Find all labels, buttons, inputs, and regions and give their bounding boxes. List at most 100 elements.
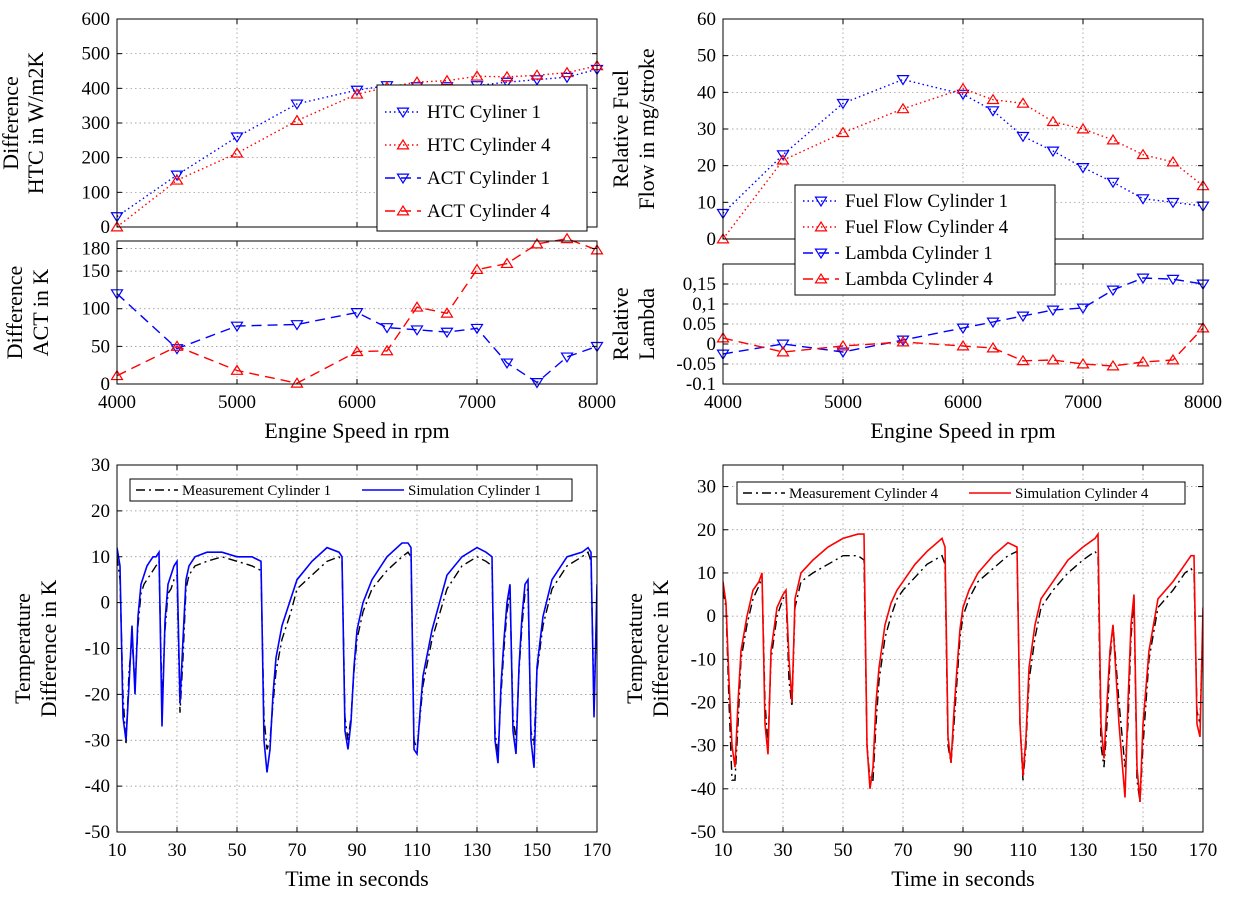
legend-label: Measurement Cylinder 4 xyxy=(789,486,939,502)
y-tick-label: 20 xyxy=(91,501,110,522)
y-tick-label: 150 xyxy=(82,261,111,282)
data-point xyxy=(530,69,544,80)
x-tick-label: 8000 xyxy=(1184,392,1222,413)
y-tick-label: 0.05 xyxy=(683,314,716,335)
y-axis-label: Temperature xyxy=(622,593,647,704)
y-axis-label: Difference in K xyxy=(648,580,673,718)
data-point xyxy=(350,345,364,357)
y-tick-label: -20 xyxy=(691,692,716,713)
data-point xyxy=(470,323,484,335)
y-tick-label: 300 xyxy=(82,113,111,134)
data-point xyxy=(776,345,790,357)
x-tick-label: 150 xyxy=(1129,840,1158,861)
data-point xyxy=(1016,97,1030,108)
data-point xyxy=(896,335,910,347)
data-point xyxy=(1136,194,1150,205)
y-tick-label: 0 xyxy=(707,606,717,627)
data-point xyxy=(350,308,364,319)
legend-label: Lambda Cylinder 1 xyxy=(845,243,993,264)
y-tick-label: -10 xyxy=(85,639,110,660)
x-tick-label: 50 xyxy=(834,840,853,861)
data-point xyxy=(1136,355,1150,367)
data-point xyxy=(1016,131,1030,143)
y-axis-label: Difference xyxy=(2,266,27,360)
data-point xyxy=(530,378,544,389)
legend-htc-act: HTC Cyliner 1 HTC Cylinder 4 ACT Cylinder … xyxy=(376,84,588,232)
x-axis-label: Time in seconds xyxy=(285,866,428,891)
y-tick-label: 10 xyxy=(697,192,716,213)
data-point xyxy=(230,321,244,333)
y-tick-label: 0 xyxy=(101,593,111,614)
series-line xyxy=(117,237,597,384)
y-tick-label: 600 xyxy=(82,9,111,30)
y-tick-label: 0 xyxy=(101,217,111,238)
y-tick-label: 30 xyxy=(697,119,716,140)
legend-marker xyxy=(814,196,828,208)
legend-marker xyxy=(814,220,828,232)
x-tick-label: 130 xyxy=(463,840,492,861)
x-tick-label: 170 xyxy=(583,840,612,861)
x-tick-label: 5000 xyxy=(824,392,862,413)
axes-frame xyxy=(116,18,598,228)
data-point xyxy=(1076,122,1090,134)
x-tick-label: 7000 xyxy=(1064,392,1102,413)
data-point xyxy=(1106,359,1120,371)
data-point xyxy=(410,301,424,312)
y-tick-label: 40 xyxy=(697,82,716,103)
axes-frame xyxy=(722,464,1204,833)
y-tick-label: 10 xyxy=(697,563,716,584)
y-tick-label: 200 xyxy=(82,148,111,169)
legend-label: Simulation Cylinder 1 xyxy=(408,483,541,499)
data-point xyxy=(716,232,730,244)
data-point xyxy=(1046,146,1060,158)
y-axis-label: Relative Fuel xyxy=(608,70,633,188)
legend-marker xyxy=(396,138,410,150)
y-axis-label: Difference xyxy=(0,76,23,170)
series-line xyxy=(723,327,1203,367)
y-tick-label: 30 xyxy=(697,477,716,498)
x-tick-label: 90 xyxy=(348,840,367,861)
legend-marker xyxy=(396,107,410,119)
x-tick-label: 4000 xyxy=(98,392,136,413)
data-point xyxy=(470,70,484,81)
series-line xyxy=(723,277,1203,355)
y-tick-label: 500 xyxy=(82,44,111,65)
legend-label: Simulation Cylinder 4 xyxy=(1015,486,1149,502)
data-point xyxy=(410,325,424,336)
x-tick-label: 130 xyxy=(1069,840,1098,861)
data-point xyxy=(500,358,514,370)
legend-fuel-lambda: Fuel Flow Cylinder 1 Fuel Flow Cylinder 4… xyxy=(794,184,1056,296)
data-point xyxy=(1046,353,1060,365)
data-point xyxy=(776,339,790,351)
x-tick-label: 70 xyxy=(894,840,913,861)
x-tick-label: 150 xyxy=(523,840,552,861)
data-point xyxy=(470,263,484,275)
data-point xyxy=(956,339,970,351)
y-tick-label: -0.05 xyxy=(676,354,716,375)
y-tick-label: 0,15 xyxy=(683,274,716,295)
y-tick-label: 0,1 xyxy=(692,294,716,315)
data-point xyxy=(380,344,394,356)
data-point xyxy=(290,320,304,331)
data-point xyxy=(440,307,454,318)
data-point xyxy=(956,82,970,94)
y-tick-label: 20 xyxy=(697,520,716,541)
data-point xyxy=(1076,357,1090,369)
data-point xyxy=(956,89,970,101)
series-line xyxy=(117,542,597,773)
data-point xyxy=(350,88,364,99)
y-tick-label: 10 xyxy=(91,547,110,568)
x-tick-label: 6000 xyxy=(944,392,982,413)
y-tick-label: 50 xyxy=(697,46,716,67)
y-axis-label: HTC in W/m2K xyxy=(23,52,48,195)
y-tick-label: -0.1 xyxy=(686,374,716,395)
legend-t1: Measurement Cylinder 1 Simulation Cylinde… xyxy=(129,478,573,502)
y-tick-label: 100 xyxy=(82,299,111,320)
data-point xyxy=(836,339,850,351)
axes-frame xyxy=(116,464,598,833)
y-tick-label: 0 xyxy=(707,229,717,250)
y-tick-label: -10 xyxy=(691,649,716,670)
legend-label: ACT Cylinder 4 xyxy=(427,201,551,222)
